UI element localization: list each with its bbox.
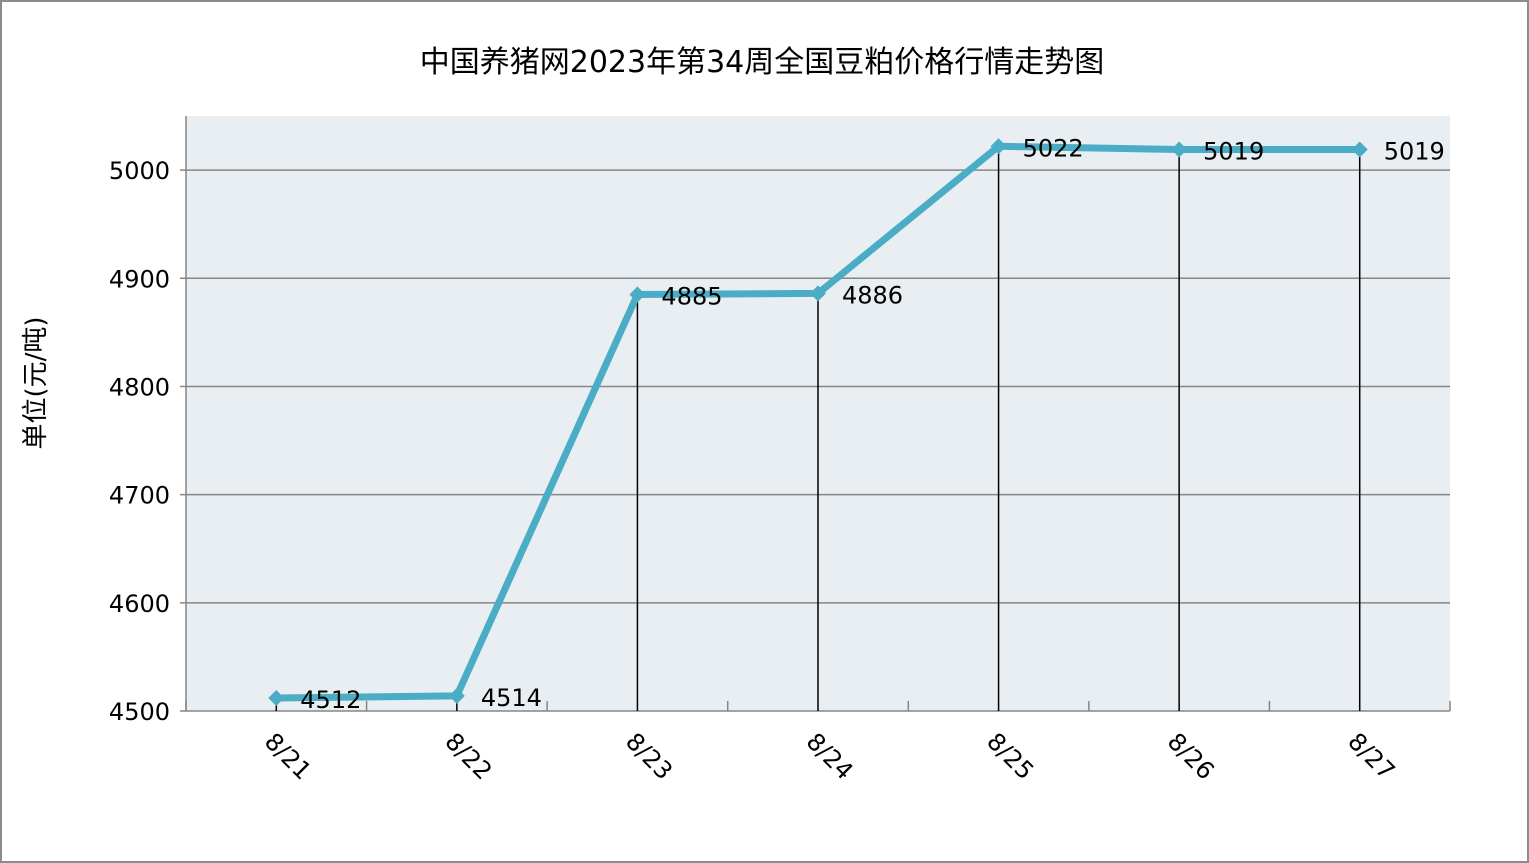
data-label-1: 4514 xyxy=(481,684,542,712)
drop-lines xyxy=(275,146,1361,711)
data-point-4 xyxy=(990,138,1007,155)
data-label-0: 4512 xyxy=(300,686,361,714)
data-point-5 xyxy=(1171,141,1188,158)
data-label-5: 5019 xyxy=(1203,138,1264,166)
x-tick-label-3: 8/24 xyxy=(801,727,859,785)
data-label-2: 4885 xyxy=(661,283,722,311)
y-tick-label-3: 4800 xyxy=(109,373,170,401)
series-price xyxy=(268,138,1368,707)
y-tick-label-4: 4900 xyxy=(109,265,170,293)
x-tick-label-1: 8/22 xyxy=(440,727,498,785)
y-tick-label-0: 4500 xyxy=(109,698,170,726)
x-tick-labels: 8/21 8/22 8/23 8/24 8/25 8/26 8/27 xyxy=(259,727,1400,785)
data-point-1 xyxy=(448,687,465,704)
data-point-2 xyxy=(629,286,646,303)
y-tick-label-1: 4600 xyxy=(109,590,170,618)
data-label-3: 4886 xyxy=(842,281,903,309)
chart-title: 中国养猪网2023年第34周全国豆粕价格行情走势图 xyxy=(420,45,1105,80)
x-tick-label-0: 8/21 xyxy=(259,727,317,785)
x-tick-label-5: 8/26 xyxy=(1162,727,1220,785)
data-labels: 4512 4514 4885 4886 5022 5019 5019 xyxy=(300,134,1445,714)
data-point-0 xyxy=(268,690,285,707)
data-label-6: 5019 xyxy=(1384,138,1445,166)
y-tick-labels: 4500 4600 4700 4800 4900 5000 xyxy=(109,157,170,726)
data-point-3 xyxy=(810,285,826,302)
data-label-4: 5022 xyxy=(1023,134,1084,162)
y-tick-label-5: 5000 xyxy=(109,157,170,185)
y-axis-title: 单位(元/吨) xyxy=(21,316,51,449)
x-tick-label-4: 8/25 xyxy=(981,727,1039,785)
y-tick-label-2: 4700 xyxy=(109,482,170,510)
x-tick-label-2: 8/23 xyxy=(620,727,678,785)
data-point-6 xyxy=(1351,141,1368,158)
x-tick-label-6: 8/27 xyxy=(1342,727,1400,785)
